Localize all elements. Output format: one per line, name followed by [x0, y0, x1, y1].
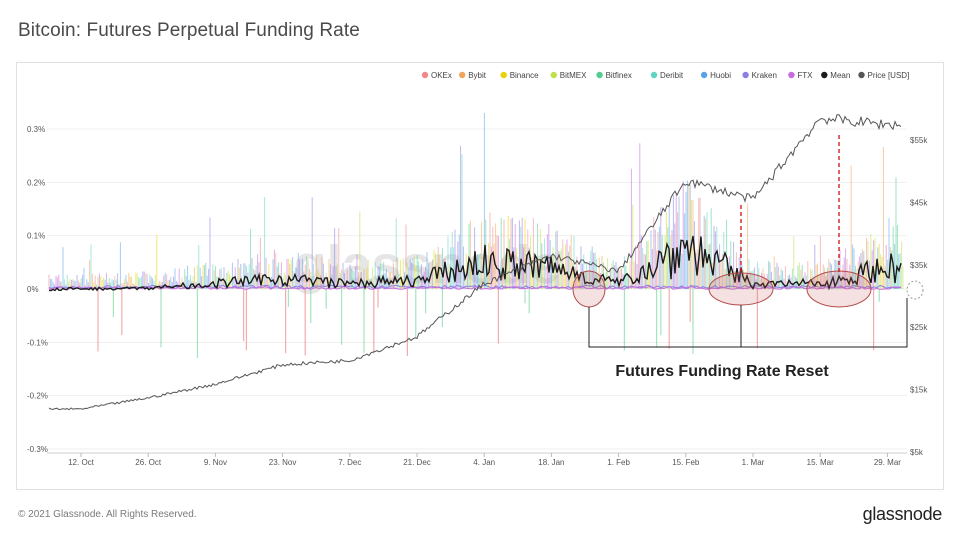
reset-bracket [588, 298, 908, 348]
legend-label: Price [USD] [868, 71, 910, 80]
y-right-tick-label: $55k [910, 136, 928, 145]
y-right-tick-label: $25k [910, 323, 928, 332]
legend-label: FTX [797, 71, 813, 80]
x-tick-label: 7. Dec [338, 458, 361, 467]
x-axis: 12. Oct 26. Oct 9. Nov 23. Nov 7. Dec 21. Dec… [47, 452, 907, 467]
legend-swatch [550, 71, 557, 79]
reset-highlight-ellipse [806, 270, 872, 308]
legend-label: Binance [510, 71, 539, 80]
price-line [48, 114, 902, 411]
mean-line [48, 235, 902, 292]
chart-panel: glassnode Futures Funding Rate Reset 0.3… [16, 62, 944, 490]
y-left-tick-label: -0.2% [27, 392, 48, 401]
legend-label: OKEx [431, 71, 452, 80]
x-tick-label: 1. Mar [742, 458, 765, 467]
legend-item: Mean [821, 71, 850, 80]
legend-item: Bitfinex [596, 71, 632, 80]
glassnode-logo: glassnode [862, 504, 943, 524]
y-left-tick-label: -0.1% [27, 338, 48, 347]
legend-swatch [650, 71, 658, 79]
y-right-tick-label: $45k [910, 198, 928, 207]
legend-label: Deribit [660, 71, 684, 80]
funding-rate-chart: glassnode Futures Funding Rate Reset 0.3… [27, 71, 928, 467]
y-axis-left: 0.3% 0.2% 0.1% 0% -0.1% -0.2% -0.3% [27, 125, 48, 454]
reset-highlight-ellipse [572, 270, 606, 308]
x-tick-label: 12. Oct [68, 458, 95, 467]
x-tick-label: 9. Nov [204, 458, 227, 467]
legend-label: BitMEX [560, 71, 587, 80]
annotation-group: Futures Funding Rate Reset [572, 135, 924, 380]
legend-swatch [788, 71, 795, 79]
legend-swatch [421, 71, 429, 79]
x-tick-label: 18. Jan [538, 458, 564, 467]
x-tick-label: 1. Feb [607, 458, 630, 467]
y-left-tick-label: 0.1% [27, 232, 45, 241]
legend-swatch [742, 71, 749, 79]
legend-item: Deribit [650, 71, 684, 80]
y-right-tick-label: $15k [910, 386, 928, 395]
y-left-tick-label: 0% [27, 285, 39, 294]
legend-item: BitMEX [550, 71, 587, 80]
legend-swatch [596, 71, 603, 79]
series-lines [48, 114, 902, 411]
legend-swatch [858, 71, 865, 79]
reset-highlight-ellipse [708, 272, 774, 306]
chart-title: Bitcoin: Futures Perpetual Funding Rate [18, 20, 360, 41]
y-right-tick-label: $35k [910, 261, 928, 270]
y-right-tick-label: $5k [910, 448, 924, 457]
legend-item: OKEx [421, 71, 452, 80]
x-tick-label: 21. Dec [403, 458, 431, 467]
legend-item: Price [USD] [858, 71, 909, 80]
annotation-label: Futures Funding Rate Reset [615, 363, 829, 380]
legend-label: Kraken [752, 71, 777, 80]
y-left-tick-label: 0.3% [27, 125, 45, 134]
legend-label: Mean [830, 71, 850, 80]
x-tick-label: 4. Jan [473, 458, 495, 467]
x-tick-label: 29. Mar [874, 458, 901, 467]
x-tick-label: 26. Oct [135, 458, 162, 467]
legend-label: Huobi [710, 71, 731, 80]
legend-label: Bitfinex [606, 71, 632, 80]
reset-highlight-ellipse [906, 280, 924, 300]
y-axis-right: $55k $45k $35k $25k $15k $5k [910, 136, 928, 457]
y-left-tick-label: 0.2% [27, 178, 45, 187]
legend-swatch [821, 71, 828, 79]
legend-label: Bybit [468, 71, 487, 80]
x-tick-label: 23. Nov [269, 458, 297, 467]
legend-item: Bybit [459, 71, 487, 80]
x-tick-label: 15. Mar [807, 458, 834, 467]
legend-swatch [700, 71, 708, 79]
kraken-line [48, 284, 902, 290]
legend-swatch [500, 71, 507, 79]
y-left-tick-label: -0.3% [27, 445, 48, 454]
x-tick-label: 15. Feb [672, 458, 700, 467]
legend-item: Kraken [742, 71, 777, 80]
legend-item: Huobi [700, 71, 731, 80]
legend: OKEx Bybit Binance BitMEX Bitfinex Deribit Huo… [421, 71, 909, 80]
legend-item: FTX [788, 71, 813, 80]
legend-item: Binance [500, 71, 539, 80]
copyright-text: © 2021 Glassnode. All Rights Reserved. [18, 509, 197, 520]
legend-swatch [459, 71, 466, 79]
ftx-line [48, 286, 902, 290]
